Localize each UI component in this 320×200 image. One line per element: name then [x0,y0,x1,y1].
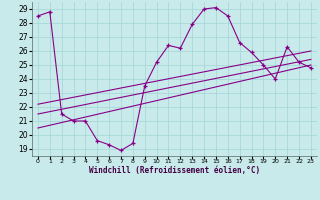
X-axis label: Windchill (Refroidissement éolien,°C): Windchill (Refroidissement éolien,°C) [89,166,260,175]
